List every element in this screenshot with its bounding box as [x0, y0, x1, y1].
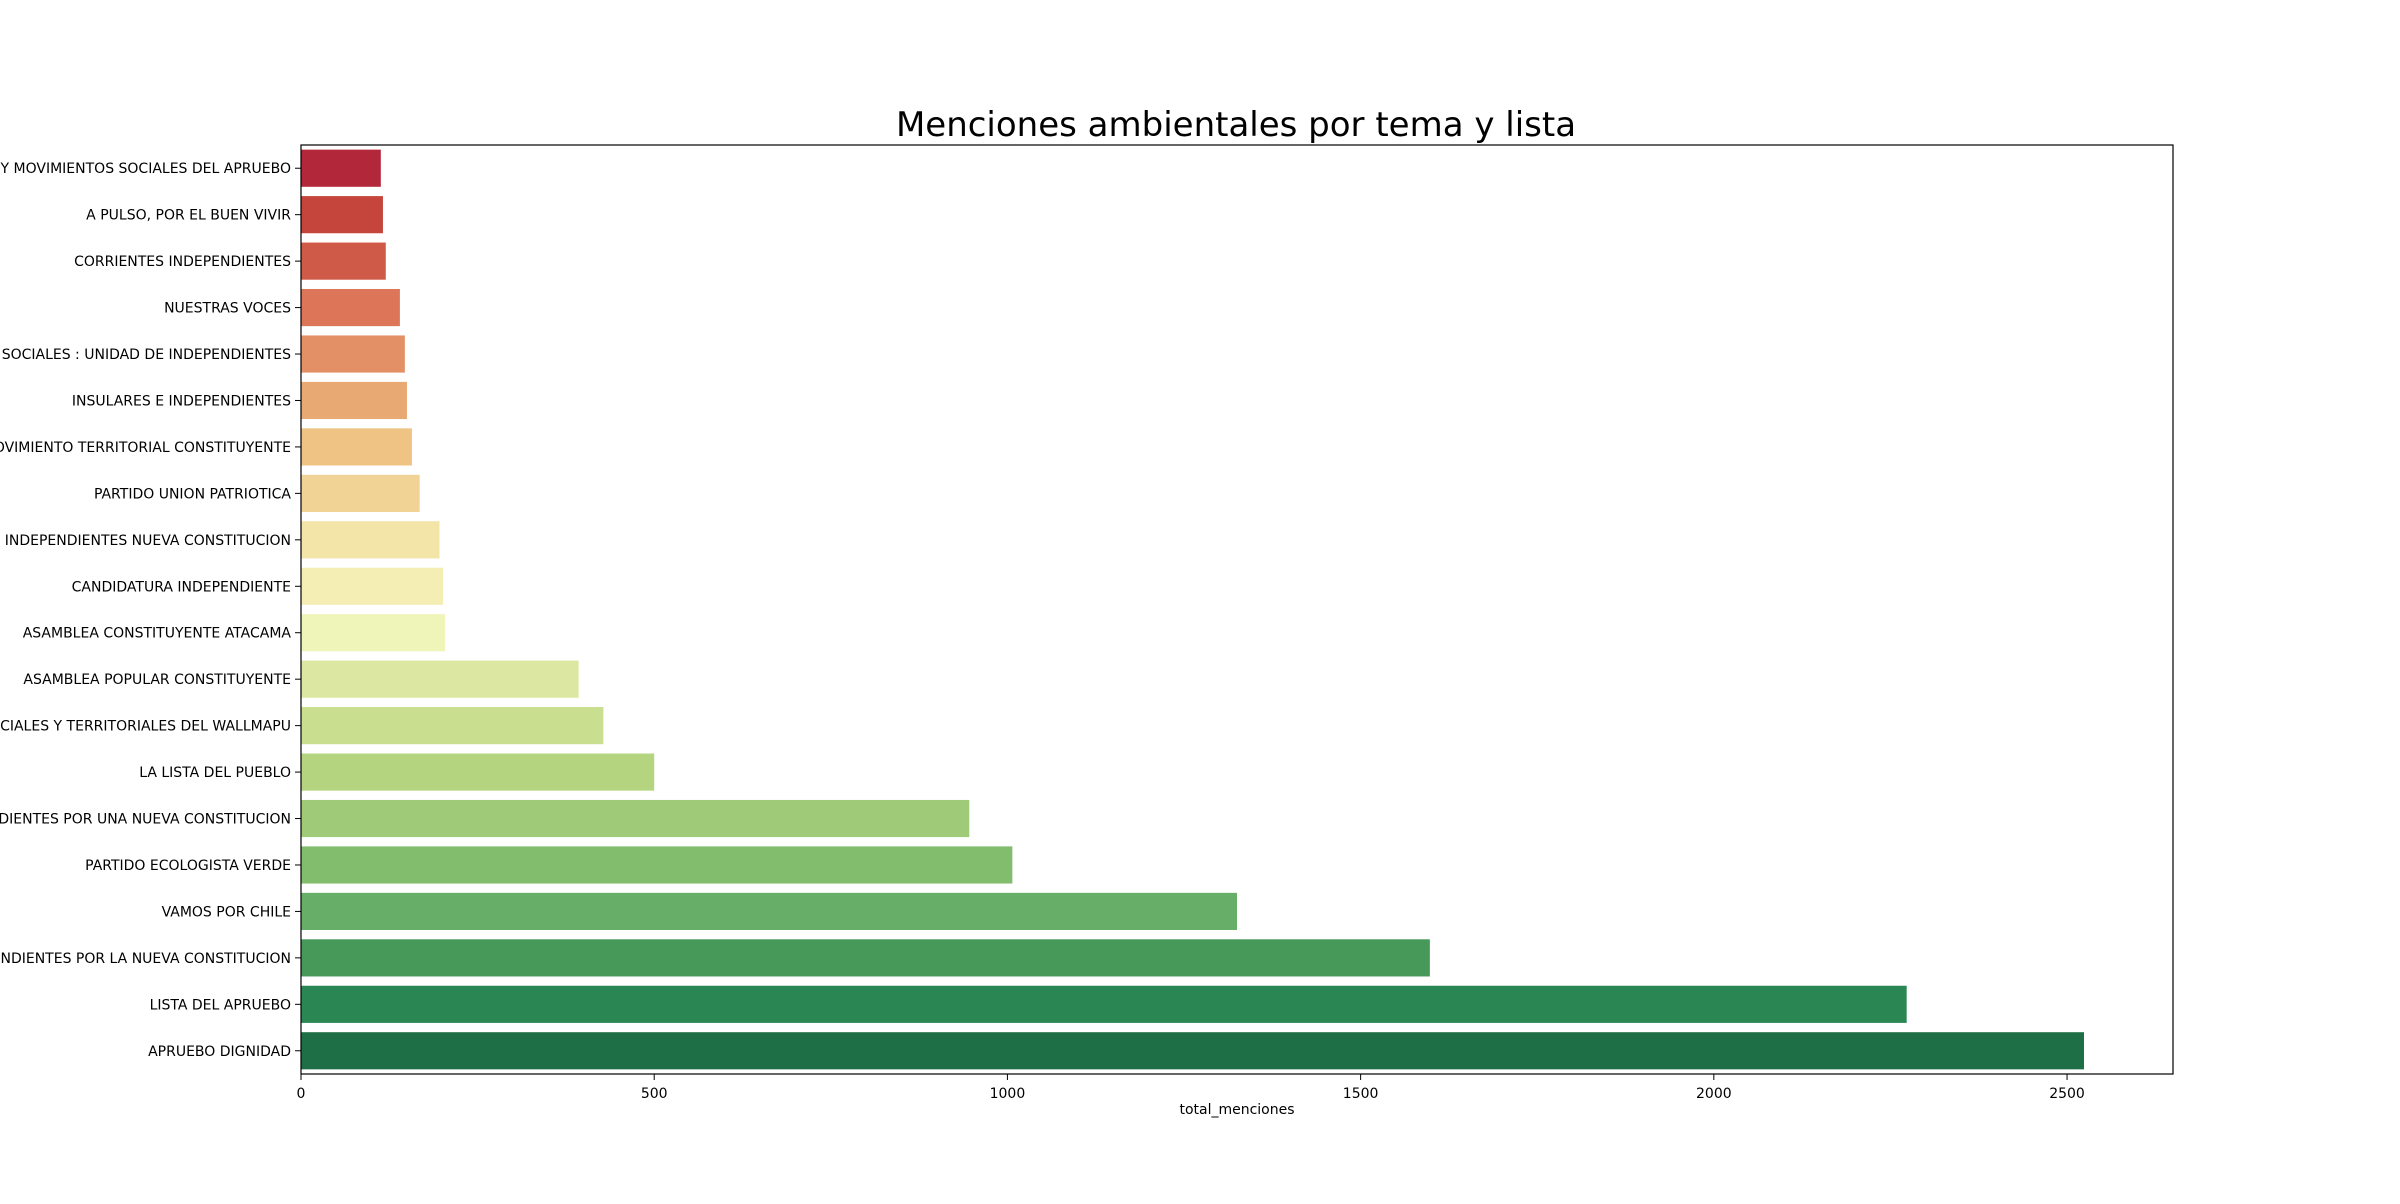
- bar: [301, 892, 1237, 931]
- y-tick-label: NDIENTES POR LA NUEVA CONSTITUCION: [0, 951, 291, 967]
- x-tick-label: 1500: [1343, 1086, 1379, 1102]
- bar: [301, 521, 440, 559]
- y-tick-label: ASAMBLEA POPULAR CONSTITUYENTE: [23, 672, 291, 688]
- y-tick-label: CORRIENTES INDEPENDIENTES: [74, 254, 291, 270]
- y-tick-label: CANDIDATURA INDEPENDIENTE: [72, 579, 291, 595]
- y-tick-label: LISTA DEL APRUEBO: [150, 997, 291, 1013]
- y-tick-label: DIENTES POR UNA NUEVA CONSTITUCION: [0, 812, 291, 828]
- y-tick-label: A PULSO, POR EL BUEN VIVIR: [86, 208, 291, 224]
- bar: [301, 614, 446, 652]
- x-axis-label: total_menciones: [1179, 1102, 1294, 1118]
- y-tick-label: VAMOS POR CHILE: [162, 904, 291, 920]
- x-tick-label: 2500: [2049, 1086, 2085, 1102]
- bar: [301, 567, 443, 605]
- bar: [301, 474, 420, 512]
- x-tick-label: 2000: [1696, 1086, 1732, 1102]
- y-tick-label: NUESTRAS VOCES: [164, 301, 291, 317]
- x-tick-label: 0: [297, 1086, 306, 1102]
- bar: [301, 939, 1430, 977]
- bars-group: [301, 149, 2084, 1070]
- bar: [301, 242, 386, 280]
- y-tick-label: Y MOVIMIENTOS SOCIALES DEL APRUEBO: [0, 161, 291, 177]
- y-tick-label: OVIMIENTO TERRITORIAL CONSTITUYENTE: [0, 440, 291, 456]
- y-tick-label: INDEPENDIENTES NUEVA CONSTITUCION: [5, 533, 291, 549]
- y-tick-label: SOCIALES : UNIDAD DE INDEPENDIENTES: [2, 347, 291, 363]
- bar: [301, 799, 970, 838]
- y-tick-label: INSULARES E INDEPENDIENTES: [72, 393, 291, 409]
- y-tick-label: CIALES Y TERRITORIALES DEL WALLMAPU: [0, 719, 291, 735]
- bar: [301, 707, 604, 745]
- x-tick-label: 500: [641, 1086, 668, 1102]
- bar: [301, 149, 381, 187]
- bar: [301, 1032, 2084, 1070]
- bar: [301, 660, 579, 698]
- y-tick-label: LA LISTA DEL PUEBLO: [139, 765, 291, 781]
- bar: [301, 288, 400, 327]
- bar: [301, 381, 407, 420]
- chart-title: Menciones ambientales por tema y lista: [896, 105, 1576, 145]
- bar: [301, 985, 1907, 1023]
- y-tick-label: PARTIDO UNION PATRIOTICA: [94, 486, 291, 502]
- bar: [301, 428, 412, 466]
- y-tick-label: APRUEBO DIGNIDAD: [148, 1044, 291, 1060]
- bar: [301, 846, 1013, 884]
- plot-frame: [300, 144, 2174, 1075]
- bar: [301, 753, 655, 791]
- x-tick-label: 1000: [990, 1086, 1026, 1102]
- x-axis-ticks: 0 500 1000 1500 2000 2500: [297, 1074, 2085, 1102]
- bar: [301, 335, 405, 373]
- y-tick-label: ASAMBLEA CONSTITUYENTE ATACAMA: [23, 626, 292, 642]
- y-axis-ticks: Y MOVIMIENTOS SOCIALES DEL APRUEBO A PULS…: [0, 161, 301, 1060]
- bar: [301, 196, 383, 234]
- y-tick-label: PARTIDO ECOLOGISTA VERDE: [85, 858, 291, 874]
